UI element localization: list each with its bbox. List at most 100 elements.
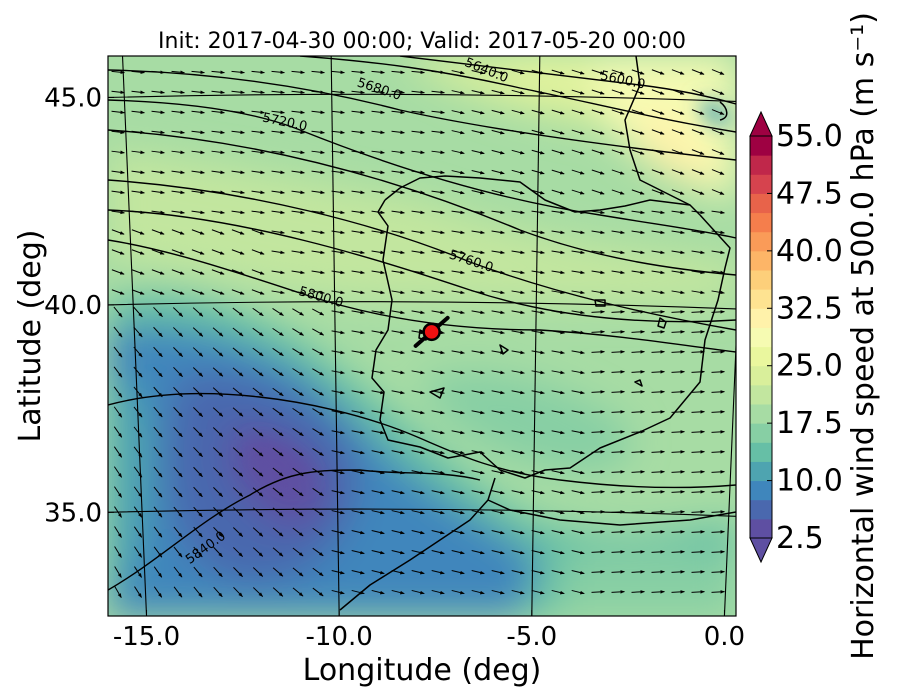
wind-arrow <box>651 210 665 215</box>
wind-arrow <box>671 69 685 75</box>
wind-arrow <box>571 129 585 135</box>
wind-arrow <box>272 507 284 517</box>
wind-arrow <box>511 270 525 275</box>
wind-arrow <box>151 249 165 255</box>
wind-arrow <box>451 250 465 255</box>
wind-arrow <box>252 527 264 537</box>
wind-arrow <box>113 486 123 498</box>
wind-arrow <box>571 530 585 535</box>
wind-arrow <box>691 550 705 554</box>
wind-arrow <box>232 407 244 417</box>
wind-arrow <box>391 569 405 575</box>
wind-arrow <box>451 130 465 135</box>
wind-arrow <box>471 550 485 555</box>
meridian-line <box>121 56 148 616</box>
wind-arrow <box>213 566 223 578</box>
wind-arrow <box>651 590 665 594</box>
wind-arrow <box>272 467 284 477</box>
wind-arrow <box>111 249 125 255</box>
wind-arrow <box>351 270 365 275</box>
wind-arrow <box>312 467 324 477</box>
wind-arrow <box>312 388 324 396</box>
wind-arrow <box>173 486 183 498</box>
wind-arrow <box>611 230 625 235</box>
wind-arrow <box>411 290 425 295</box>
wind-arrow <box>171 90 185 95</box>
wind-arrow <box>571 310 585 315</box>
wind-arrow <box>471 370 485 375</box>
wind-arrow <box>231 170 245 175</box>
wind-arrow <box>591 330 605 334</box>
wind-arrow <box>591 550 605 554</box>
wind-arrow <box>711 189 725 195</box>
wind-arrow <box>571 290 585 295</box>
meridian-line <box>723 333 736 616</box>
wind-arrow <box>171 170 185 175</box>
wind-arrow <box>311 230 325 235</box>
colorbar-tick-label: 17.5 <box>776 406 843 441</box>
colorbar-tick-label: 40.0 <box>776 234 843 269</box>
wind-arrow <box>232 307 244 317</box>
x-axis: -15.0 -10.0 -5.0 0.0 <box>113 610 745 652</box>
wind-arrow <box>711 470 725 474</box>
wind-arrow <box>371 250 385 255</box>
wind-arrow <box>471 410 485 415</box>
colorbar-segment <box>750 250 772 271</box>
wind-arrow <box>133 326 143 338</box>
wind-arrow <box>591 129 605 135</box>
wind-arrow <box>232 347 244 357</box>
colorbar-segment <box>750 461 772 482</box>
wind-arrow <box>173 446 183 458</box>
wind-arrow <box>211 130 225 135</box>
wind-arrow <box>131 210 145 215</box>
wind-arrow <box>371 210 385 215</box>
wind-arrow <box>371 110 385 115</box>
wind-arrow <box>311 190 325 195</box>
wind-arrow <box>551 129 565 135</box>
wind-arrow <box>272 327 284 337</box>
wind-arrow <box>671 530 685 534</box>
field-region <box>250 440 310 484</box>
wind-arrow <box>351 470 365 475</box>
wind-arrow <box>491 510 505 515</box>
wind-arrow <box>691 89 705 95</box>
contour-line <box>108 393 736 489</box>
wind-arrow <box>631 510 645 514</box>
wind-arrow <box>671 310 685 314</box>
wind-arrow <box>173 366 183 378</box>
wind-arrow <box>351 310 365 315</box>
wind-arrow <box>153 346 163 358</box>
wind-arrow <box>171 130 185 135</box>
wind-arrow <box>233 586 243 598</box>
wind-arrow <box>591 290 605 295</box>
wind-arrow <box>711 450 725 454</box>
wind-arrow <box>331 230 345 235</box>
wind-arrow <box>271 270 285 275</box>
colorbar-segment <box>750 404 772 424</box>
wind-arrow <box>271 190 285 195</box>
wind-arrow <box>351 550 365 555</box>
wind-arrow <box>591 149 605 155</box>
wind-arrow <box>193 506 203 518</box>
wind-arrow <box>711 510 725 514</box>
wind-arrow <box>671 410 685 414</box>
wind-arrow <box>591 89 605 95</box>
wind-arrow <box>691 350 705 354</box>
wind-arrow <box>591 350 605 354</box>
wind-arrow <box>411 150 425 155</box>
wind-arrow <box>252 587 264 597</box>
wind-arrow <box>212 347 224 357</box>
wind-arrow <box>551 510 565 515</box>
wind-arrow <box>691 570 705 574</box>
wind-arrow <box>551 109 565 115</box>
colorbar-segment <box>750 346 772 367</box>
wind-arrow <box>691 530 705 534</box>
wind-arrow <box>711 390 725 394</box>
wind-arrow <box>451 310 465 315</box>
wind-arrow <box>351 530 365 535</box>
wind-arrow <box>531 189 545 195</box>
wind-arrow <box>351 130 365 135</box>
wind-arrow <box>691 189 705 195</box>
wind-arrow <box>571 510 585 515</box>
wind-arrow <box>311 270 325 275</box>
